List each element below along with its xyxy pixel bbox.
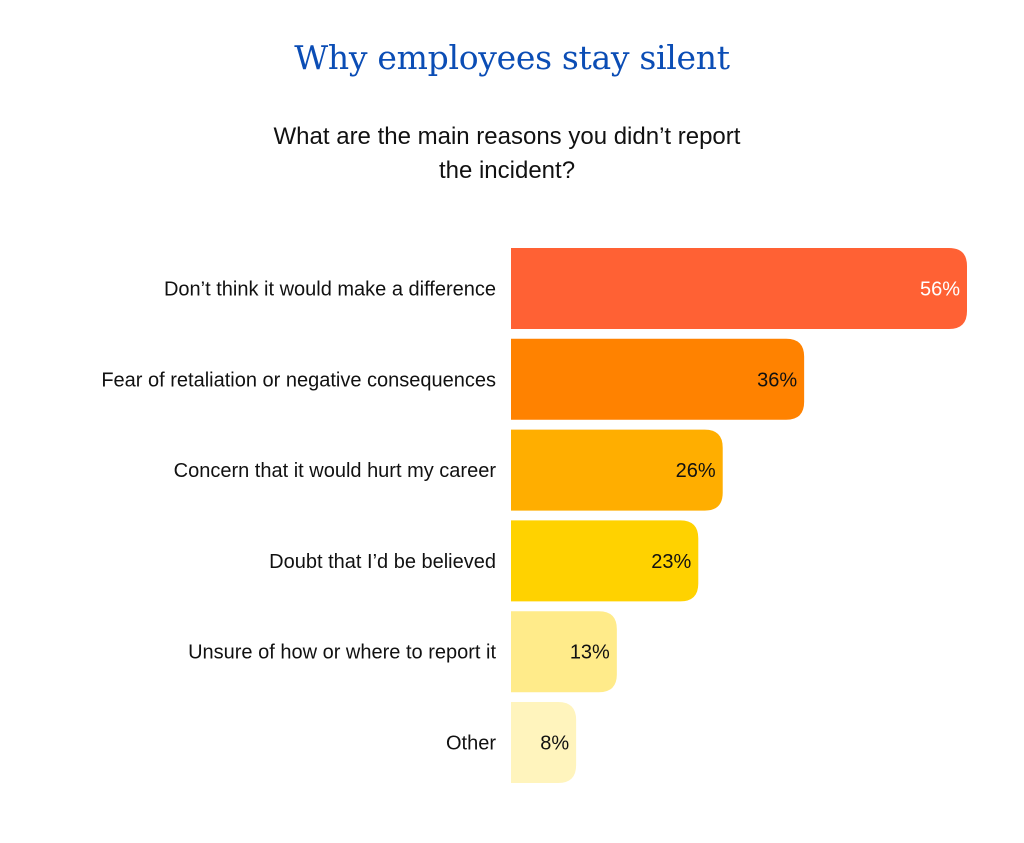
bar	[511, 338, 805, 420]
bar	[511, 611, 617, 693]
category-label: Unsure of how or where to report it	[188, 642, 496, 664]
bar	[511, 520, 699, 602]
value-label: 26%	[676, 460, 716, 482]
value-label: 13%	[570, 642, 610, 664]
subtitle-line-2: the incident?	[438, 157, 576, 184]
bar	[511, 248, 967, 329]
category-label: Don’t think it would make a difference	[164, 279, 496, 301]
subtitle-line-1: What are the main reasons you didn’t rep…	[273, 123, 741, 150]
category-label: Other	[446, 733, 496, 755]
category-label: Concern that it would hurt my career	[174, 460, 497, 482]
category-label: Fear of retaliation or negative conseque…	[101, 369, 496, 391]
chart-title: Why employees stay silent	[294, 38, 730, 77]
bars-group: Don’t think it would make a difference 56…	[101, 248, 967, 783]
chart-subtitle: What are the main reasons you didn’t rep…	[0, 120, 1014, 188]
value-label: 36%	[757, 369, 797, 391]
value-label: 8%	[540, 733, 569, 755]
category-label: Doubt that I’d be believed	[269, 551, 496, 573]
value-label: 56%	[920, 279, 960, 301]
value-label: 23%	[651, 551, 691, 573]
bar	[511, 702, 577, 783]
bar	[511, 429, 723, 511]
